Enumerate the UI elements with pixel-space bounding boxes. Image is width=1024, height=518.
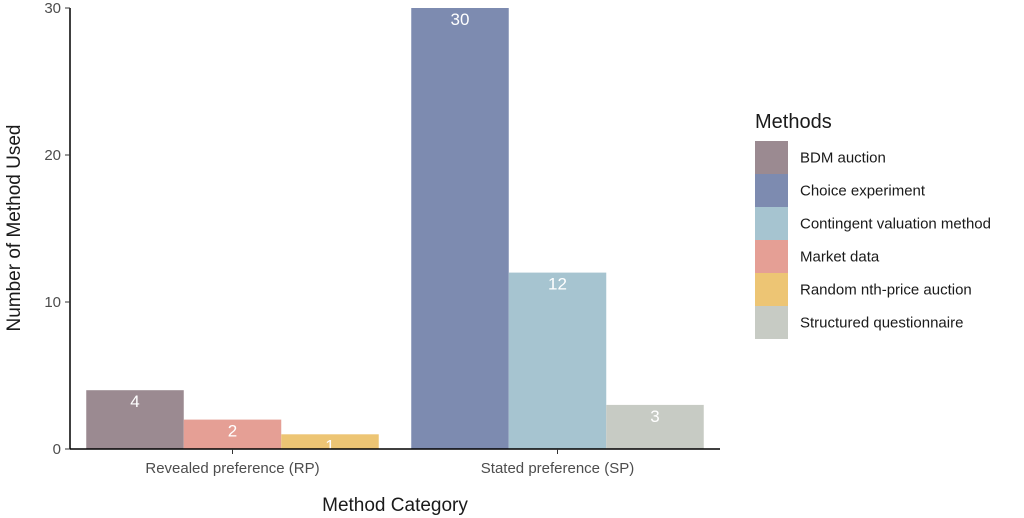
bar-labels-group: 4 2 1 30 12 3 — [130, 10, 659, 455]
legend-title: Methods — [755, 111, 832, 133]
x-ticks-group: Revealed preference (RP) Stated preferenc… — [145, 449, 634, 477]
x-axis-title: Method Category — [322, 495, 468, 516]
bar-structured-questionnaire — [606, 404, 704, 449]
legend-key-bdm-auction — [755, 141, 788, 174]
bar-value-label-market-data: 2 — [228, 422, 237, 441]
legend: Methods BDM auction Choice experiment Cont… — [755, 111, 991, 339]
legend-label-choice-experiment: Choice experiment — [800, 183, 926, 200]
bar-choice-experiment — [411, 8, 509, 449]
legend-label-random-nth-price-auction: Random nth-price auction — [800, 282, 972, 299]
bar-value-label-contingent-valuation-method: 12 — [548, 275, 567, 294]
legend-key-choice-experiment — [755, 174, 788, 207]
y-ticks-group: 0 10 20 30 — [44, 0, 70, 458]
legend-key-contingent-valuation-method — [755, 207, 788, 240]
bar-bdm-auction — [86, 390, 184, 449]
bar-contingent-valuation-method — [508, 272, 607, 449]
bar-value-label-random-nth-price-auction: 1 — [325, 436, 334, 455]
y-tick-label: 0 — [53, 441, 61, 458]
legend-label-structured-questionnaire: Structured questionnaire — [800, 315, 963, 332]
bar-value-label-choice-experiment: 30 — [451, 10, 470, 29]
y-tick-label: 10 — [44, 294, 61, 311]
legend-key-market-data — [755, 240, 788, 273]
legend-key-random-nth-price-auction — [755, 273, 788, 306]
legend-label-bdm-auction: BDM auction — [800, 150, 886, 167]
legend-key-structured-questionnaire — [755, 306, 788, 339]
x-tick-label: Revealed preference (RP) — [145, 460, 319, 477]
y-tick-label: 30 — [44, 0, 61, 17]
y-tick-label: 20 — [44, 147, 61, 164]
bar-value-label-structured-questionnaire: 3 — [650, 407, 659, 426]
bar-random-nth-price-auction — [281, 434, 379, 449]
y-axis-title: Number of Method Used — [4, 125, 25, 332]
bar-value-label-bdm-auction: 4 — [130, 392, 139, 411]
legend-label-contingent-valuation-method: Contingent valuation method — [800, 216, 991, 233]
bar-market-data — [183, 419, 282, 449]
bars-group — [86, 8, 704, 449]
x-tick-label: Stated preference (SP) — [481, 460, 634, 477]
legend-label-market-data: Market data — [800, 249, 880, 266]
